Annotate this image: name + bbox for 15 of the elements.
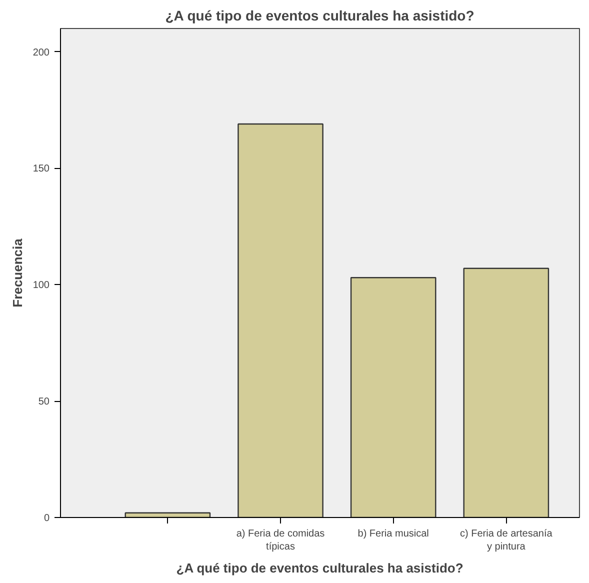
y-tick-label: 100: [32, 280, 50, 292]
y-tick-label: 150: [32, 164, 50, 175]
bar: [463, 268, 550, 518]
bar: [350, 277, 436, 518]
bar: [124, 512, 211, 518]
y-tick-label: 50: [38, 396, 50, 408]
x-tick-label: a) Feria de comidas típicas: [236, 528, 325, 553]
x-tick-label: b) Feria musical: [358, 528, 429, 540]
x-tick-label: c) Feria de artesanía y pintura: [460, 528, 553, 553]
bar: [238, 123, 324, 518]
x-axis-title: ¿A qué tipo de eventos culturales ha asistido?: [176, 560, 464, 576]
y-tick-label: 0: [44, 513, 50, 524]
y-tick-label: 200: [32, 47, 50, 58]
y-axis-title: Frecuencia: [10, 238, 25, 308]
chart-title: ¿A qué tipo de eventos culturales ha asistido?: [165, 8, 474, 24]
